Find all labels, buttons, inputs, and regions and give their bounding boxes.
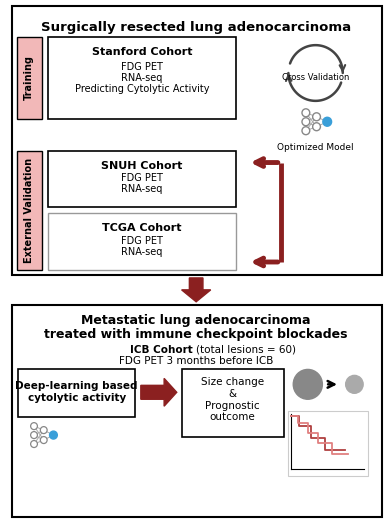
Bar [12, 6, 382, 275]
Text: treated with immune checkpoint blockades: treated with immune checkpoint blockades [45, 327, 348, 340]
Text: RNA-seq: RNA-seq [121, 247, 163, 257]
Text: Deep-learning based
cytolytic activity: Deep-learning based cytolytic activity [16, 381, 138, 403]
Text: Cross Validation: Cross Validation [282, 73, 349, 83]
Text: Optimized Model: Optimized Model [277, 143, 354, 152]
Text: RNA-seq: RNA-seq [121, 185, 163, 195]
Circle shape [30, 440, 38, 448]
Text: TCGA Cohort: TCGA Cohort [102, 223, 181, 233]
Bar [289, 411, 368, 476]
Circle shape [302, 118, 310, 126]
Text: FDG PET: FDG PET [121, 236, 163, 246]
Circle shape [40, 437, 47, 444]
Circle shape [346, 376, 363, 393]
Text: Surgically resected lung adenocarcinoma: Surgically resected lung adenocarcinoma [41, 21, 351, 35]
Bar [48, 151, 236, 207]
Circle shape [30, 431, 38, 439]
Text: Stanford Cohort: Stanford Cohort [91, 47, 192, 57]
Text: FDG PET: FDG PET [121, 174, 163, 184]
Text: Size change
&
Prognostic
outcome: Size change & Prognostic outcome [201, 378, 264, 422]
Circle shape [302, 109, 310, 117]
Bar [181, 369, 283, 437]
Circle shape [302, 127, 310, 135]
Circle shape [323, 117, 332, 126]
Text: External Validation: External Validation [24, 158, 34, 263]
Bar [12, 305, 382, 517]
Text: Training: Training [24, 55, 34, 100]
Circle shape [30, 423, 38, 429]
Circle shape [40, 427, 47, 434]
Bar [18, 369, 135, 417]
Text: FDG PET: FDG PET [121, 62, 163, 72]
Text: (total lesions = 60): (total lesions = 60) [196, 345, 296, 355]
Circle shape [50, 431, 57, 439]
Text: ICB Cohort: ICB Cohort [130, 345, 196, 355]
Polygon shape [181, 278, 211, 302]
Text: SNUH Cohort: SNUH Cohort [101, 161, 183, 170]
Circle shape [313, 113, 321, 121]
Text: Predicting Cytolytic Activity: Predicting Cytolytic Activity [75, 84, 209, 94]
Bar [16, 37, 42, 119]
Text: FDG PET 3 months before ICB: FDG PET 3 months before ICB [119, 357, 273, 367]
Polygon shape [141, 378, 177, 406]
Text: Metastatic lung adenocarcinoma: Metastatic lung adenocarcinoma [81, 314, 311, 327]
Text: RNA-seq: RNA-seq [121, 73, 163, 83]
Bar [48, 213, 236, 270]
Bar [16, 151, 42, 270]
Circle shape [313, 123, 321, 131]
Circle shape [293, 369, 322, 399]
Bar [48, 37, 236, 119]
